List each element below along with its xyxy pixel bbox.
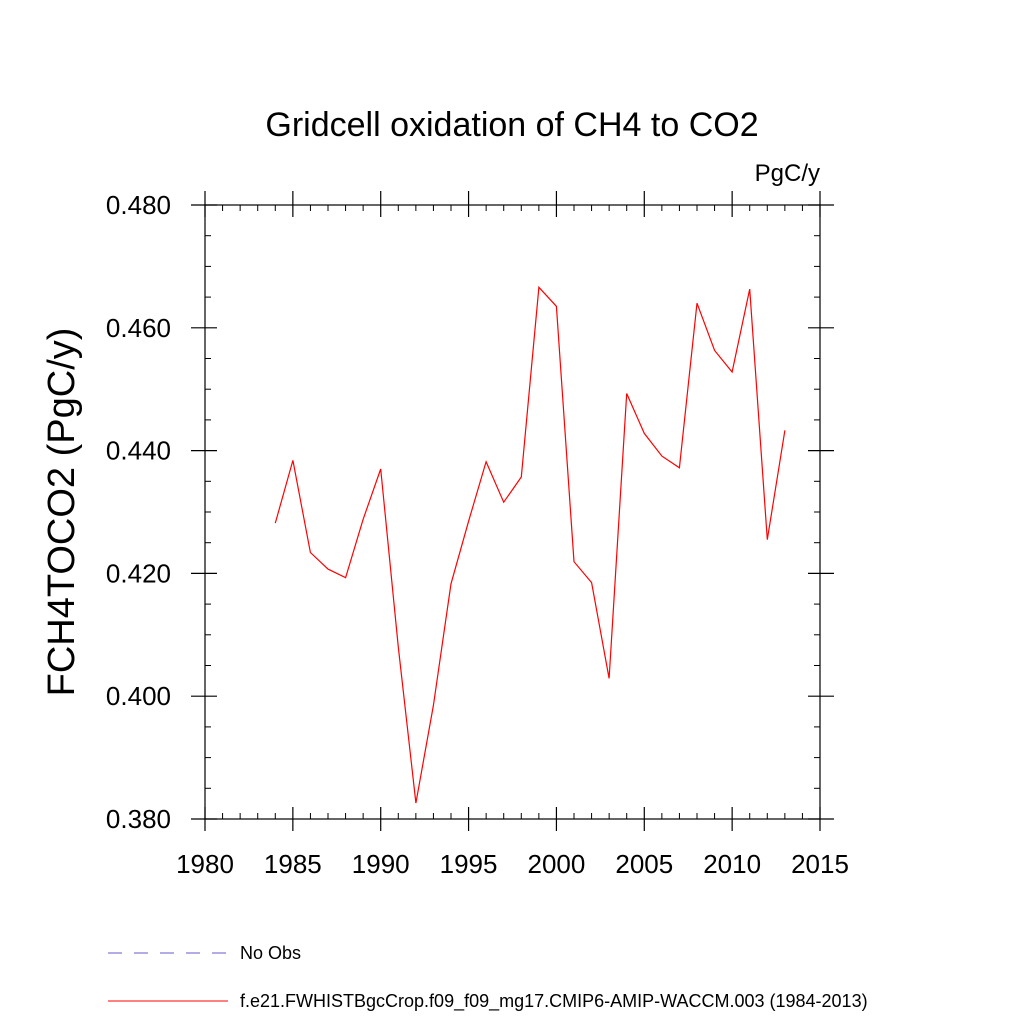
y-axis-label: FCH4TOCO2 (PgC/y) [41,328,83,697]
x-tick-label: 2015 [791,849,849,879]
y-tick-label: 0.420 [106,558,171,588]
plot-frame [204,204,821,820]
y-tick-label: 0.480 [106,190,171,220]
x-tick-label: 2005 [615,849,673,879]
y-tick-label: 0.380 [106,804,171,834]
x-tick-label: 1990 [352,849,410,879]
x-tick-label: 2000 [528,849,586,879]
x-tick-label: 1995 [440,849,498,879]
y-tick-label: 0.400 [106,681,171,711]
legend: No Obs f.e21.FWHISTBgcCrop.f09_f09_mg17.C… [108,943,868,1012]
x-tick-label: 1980 [176,849,234,879]
x-axis-ticks: 1980 1985 1990 1995 2000 2005 2010 2015 [176,191,849,879]
series-layer [274,285,786,804]
legend-label: No Obs [240,943,301,963]
legend-label: f.e21.FWHISTBgcCrop.f09_f09_mg17.CMIP6-A… [240,991,868,1012]
units-label: PgC/y [755,160,820,187]
x-tick-label: 2010 [703,849,761,879]
y-tick-label: 0.440 [106,436,171,466]
x-tick-label: 1985 [264,849,322,879]
y-axis-ticks: 0.380 0.400 0.420 0.440 0.460 0.480 [106,190,834,834]
y-tick-label: 0.460 [106,313,171,343]
series-line [274,285,786,804]
chart-title: Gridcell oxidation of CH4 to CO2 [265,106,758,144]
